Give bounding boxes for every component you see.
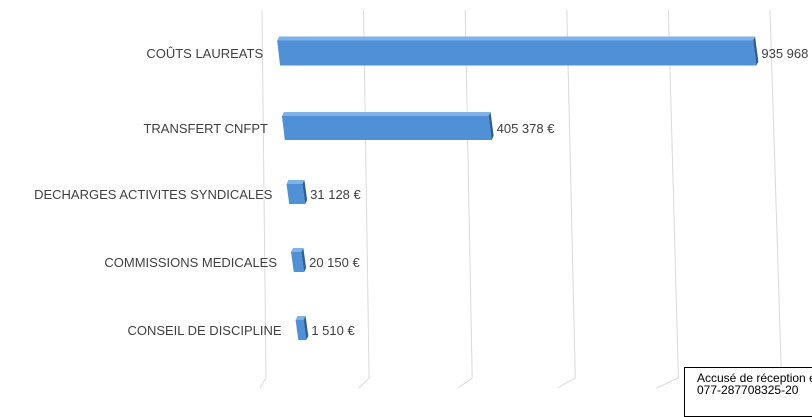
data-label: 31 128 € bbox=[310, 187, 361, 202]
bar-front-face bbox=[286, 184, 306, 204]
gridline bbox=[769, 9, 782, 379]
category-label: TRANSFERT CNFPT bbox=[143, 121, 268, 136]
bar-top-face bbox=[295, 316, 306, 320]
bar-top-face bbox=[277, 36, 756, 41]
gridline bbox=[261, 9, 267, 379]
gridline bbox=[464, 9, 473, 379]
category-label: CONSEIL DE DISCIPLINE bbox=[127, 323, 281, 338]
gridline bbox=[667, 9, 679, 379]
bar-end-face bbox=[301, 248, 307, 272]
bars bbox=[277, 36, 759, 340]
bar-top-face bbox=[281, 112, 491, 116]
category-label: COÛTS LAUREATS bbox=[146, 46, 263, 61]
gridline-foot bbox=[259, 377, 267, 389]
category-label: COMMISSIONS MEDICALES bbox=[104, 255, 277, 270]
bar-top-face bbox=[291, 248, 304, 252]
data-label: 405 378 € bbox=[497, 121, 556, 136]
data-label: 20 150 € bbox=[309, 255, 360, 270]
bar-front-face bbox=[281, 116, 492, 140]
bar bbox=[291, 248, 307, 272]
gridline-foot bbox=[358, 377, 370, 389]
category-label: DECHARGES ACTIVITES SYNDICALES bbox=[34, 187, 273, 202]
bar-front-face bbox=[277, 40, 757, 66]
bar-end-face bbox=[302, 180, 308, 204]
category-labels: COÛTS LAUREATS TRANSFERT CNFPT DECHARGES A… bbox=[34, 46, 282, 338]
bar bbox=[295, 316, 309, 340]
reception-stamp: Accusé de réception en préfecture 077-28… bbox=[684, 367, 812, 417]
bar bbox=[281, 112, 494, 140]
bar-end-face bbox=[753, 36, 759, 66]
bar bbox=[277, 36, 759, 66]
bar-top-face bbox=[286, 180, 305, 184]
stamp-line-1: Accusé de réception en préfecture bbox=[697, 371, 812, 385]
bar-front-face bbox=[291, 252, 305, 272]
bar-end-face bbox=[303, 316, 309, 340]
gridline-foot bbox=[457, 377, 473, 389]
gridline bbox=[363, 9, 370, 379]
data-label: 935 968 € bbox=[761, 46, 812, 61]
data-labels: 935 968 € 405 378 € 31 128 € 20 150 € 1 510 … bbox=[309, 46, 812, 338]
bar-end-face bbox=[488, 112, 494, 140]
data-label: 1 510 € bbox=[311, 323, 355, 338]
gridline-foot bbox=[557, 377, 576, 389]
bar-front-face bbox=[295, 320, 307, 340]
bar bbox=[286, 180, 308, 204]
stamp-line-2: 077-287708325-20 bbox=[697, 383, 799, 397]
gridline-foot bbox=[656, 377, 679, 389]
gridline bbox=[566, 9, 576, 379]
